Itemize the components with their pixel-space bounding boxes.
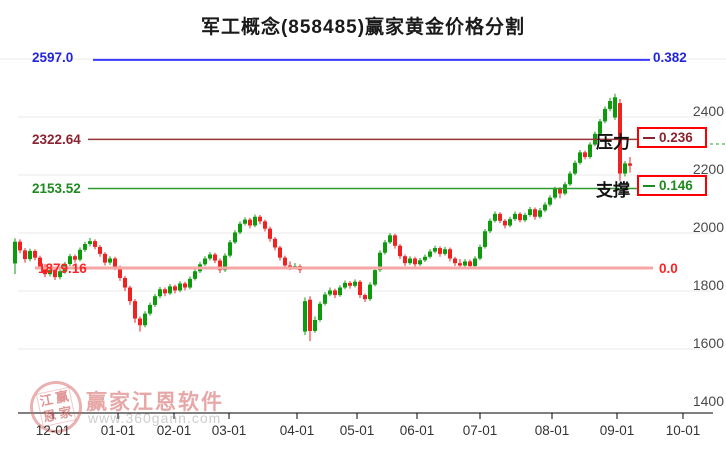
watermark-brand: 赢家江恩软件 [86, 391, 224, 414]
x-axis-label: 03-01 [211, 423, 247, 438]
x-axis-label: 08-01 [534, 423, 570, 438]
y-axis-label: 2400 [692, 103, 724, 119]
level-ratio-0382: 0.382 [653, 50, 687, 65]
pressure-ratio-box: 0.236 [637, 127, 707, 148]
y-axis-label: 1400 [692, 393, 724, 409]
y-axis-label: 1800 [692, 277, 724, 293]
gann-seal-characters: 江 赢 恩 家 [35, 386, 77, 428]
level-price-00: 1879.16 [38, 261, 87, 276]
x-axis-label: 04-01 [279, 423, 315, 438]
seal-char: 家 [57, 403, 74, 422]
chart-title: 军工概念(858485)赢家黄金价格分割 [200, 17, 526, 38]
pressure-label: 压力 [596, 133, 630, 152]
x-axis-label: 12-01 [35, 423, 71, 438]
support-label: 支撑 [596, 181, 630, 200]
level-price-0382: 2597.0 [32, 50, 74, 65]
y-axis-label: 2000 [692, 219, 724, 235]
level-ratio-00: 0.0 [659, 261, 678, 276]
support-line-tick [643, 184, 655, 187]
support-ratio-box: 0.146 [637, 175, 707, 196]
x-axis-label: 05-01 [339, 423, 375, 438]
x-axis-label: 10-01 [665, 423, 701, 438]
watermark-url: www.360gann.com [88, 410, 222, 426]
x-axis-label: 09-01 [599, 423, 635, 438]
y-axis-label: 1600 [692, 335, 724, 351]
level-price-0146: 2153.52 [32, 181, 81, 196]
support-ratio-value: 0.146 [659, 178, 693, 193]
x-axis-label: 07-01 [462, 423, 498, 438]
x-axis-label: 01-01 [100, 423, 136, 438]
level-price-0236: 2322.64 [32, 132, 81, 147]
y-axis-label: 2200 [692, 161, 724, 177]
pressure-line-tick [643, 136, 655, 139]
x-axis-label: 02-01 [156, 423, 192, 438]
pressure-ratio-value: 0.236 [659, 130, 693, 145]
x-axis-label: 06-01 [399, 423, 435, 438]
